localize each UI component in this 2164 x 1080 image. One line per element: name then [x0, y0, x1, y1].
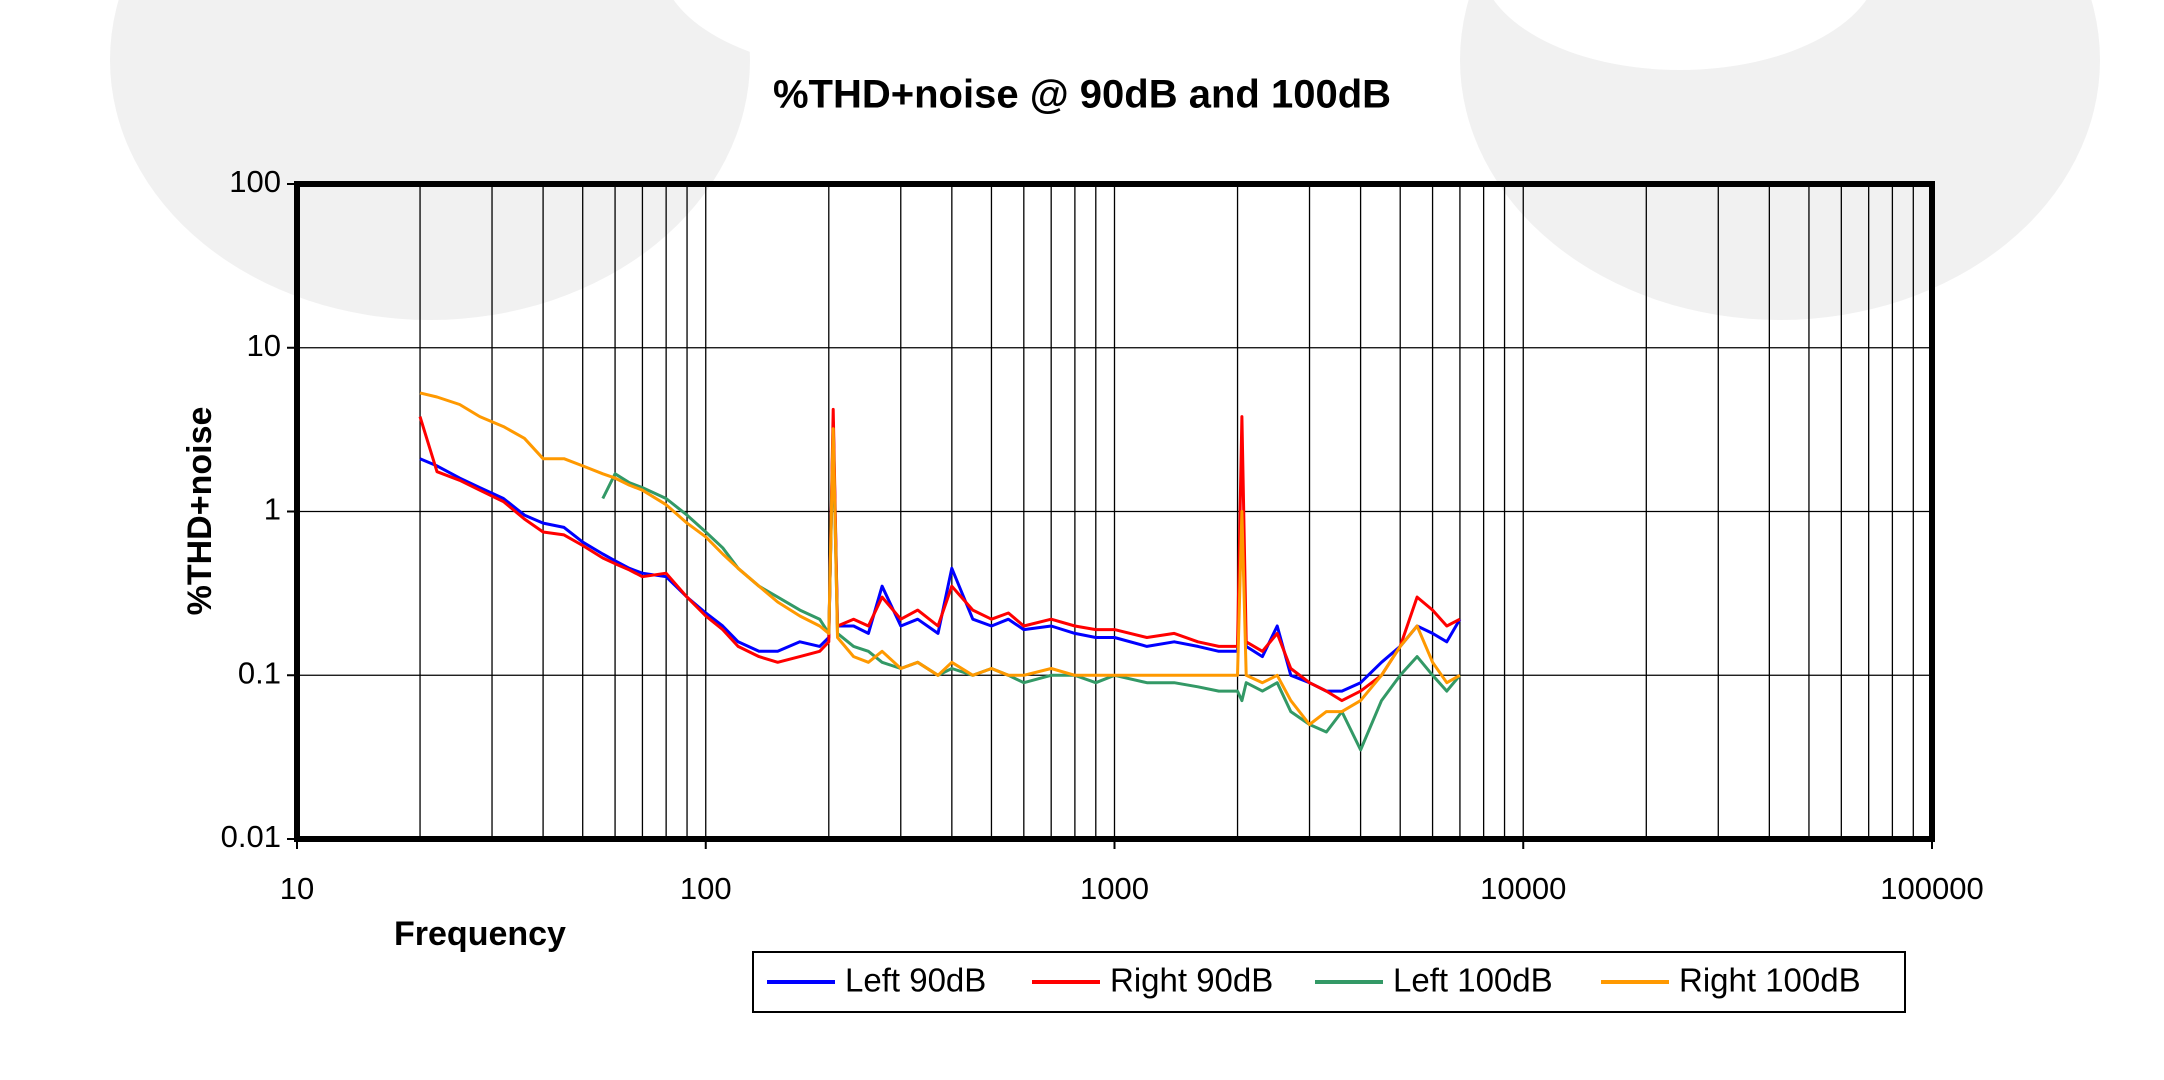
- watermark: [110, 0, 2100, 320]
- y-tick-label: 1: [264, 492, 281, 527]
- data-line: [419, 391, 1461, 726]
- x-tick-label: 1000: [1080, 871, 1149, 906]
- y-tick-label: 0.01: [221, 819, 281, 854]
- legend-label: Right 90dB: [1110, 962, 1273, 999]
- x-axis-label: Frequency: [394, 915, 566, 953]
- data-line: [418, 407, 1461, 703]
- y-tick-label: 10: [247, 328, 281, 363]
- x-tick-label: 100000: [1880, 871, 1983, 906]
- y-tick-label: 0.1: [238, 655, 281, 690]
- data-line: [601, 436, 1462, 752]
- y-axis-label: %THD+noise: [181, 407, 219, 616]
- legend-label: Right 100dB: [1679, 962, 1861, 999]
- chart-title: %THD+noise @ 90dB and 100dB: [773, 73, 1391, 117]
- legend-label: Left 90dB: [845, 962, 986, 999]
- data-line: [419, 420, 1462, 693]
- x-tick-label: 10: [280, 871, 314, 906]
- x-tick-label: 10000: [1480, 871, 1566, 906]
- legend-label: Left 100dB: [1393, 962, 1553, 999]
- x-tick-label: 100: [680, 871, 732, 906]
- plot-frame: [294, 181, 1935, 842]
- y-tick-label: 100: [229, 164, 281, 199]
